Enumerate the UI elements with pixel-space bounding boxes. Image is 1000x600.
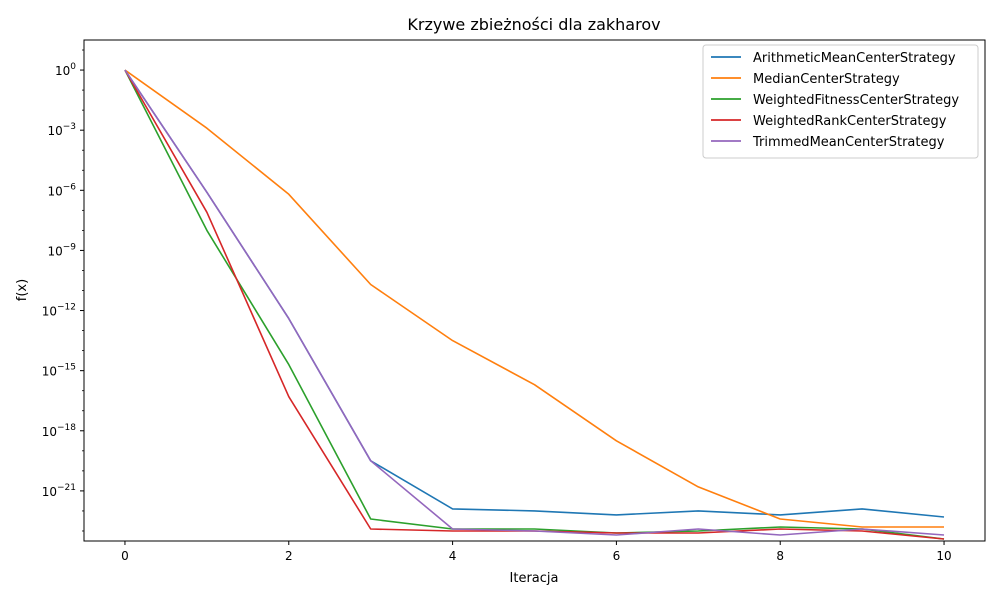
y-axis-title: f(x) <box>15 279 30 301</box>
x-tick-label: 8 <box>776 549 784 563</box>
y-tick-label: 100 <box>55 62 76 78</box>
y-tick-label: 10−6 <box>47 182 76 198</box>
x-tick-label: 2 <box>285 549 293 563</box>
y-tick-label: 10−3 <box>47 122 76 138</box>
x-tick-label: 4 <box>449 549 457 563</box>
x-axis-title: Iteracja <box>510 571 559 586</box>
chart-title: Krzywe zbieżności dla zakharov <box>407 15 660 34</box>
series-line-4 <box>124 69 945 536</box>
legend-label-4: TrimmedMeanCenterStrategy <box>752 135 945 150</box>
legend-box <box>702 44 979 159</box>
legend-label-1: MedianCenterStrategy <box>753 72 900 87</box>
y-tick-label: 10−18 <box>42 423 77 439</box>
y-tick-label: 10−9 <box>47 242 76 258</box>
y-tick-label: 10−12 <box>42 303 76 319</box>
legend-label-2: WeightedFitnessCenterStrategy <box>753 93 959 108</box>
x-tick-label: 6 <box>613 549 621 563</box>
y-tick-label: 10−21 <box>42 483 76 499</box>
y-tick-label: 10−15 <box>42 363 76 379</box>
legend: ArithmeticMeanCenterStrategy MedianCenter… <box>702 44 979 159</box>
x-tick-label: 10 <box>936 549 951 563</box>
x-tick-label: 0 <box>121 549 129 563</box>
legend-label-0: ArithmeticMeanCenterStrategy <box>753 51 956 66</box>
legend-label-3: WeightedRankCenterStrategy <box>753 114 947 129</box>
series-line-1 <box>124 69 944 528</box>
series-line-2 <box>124 69 945 540</box>
